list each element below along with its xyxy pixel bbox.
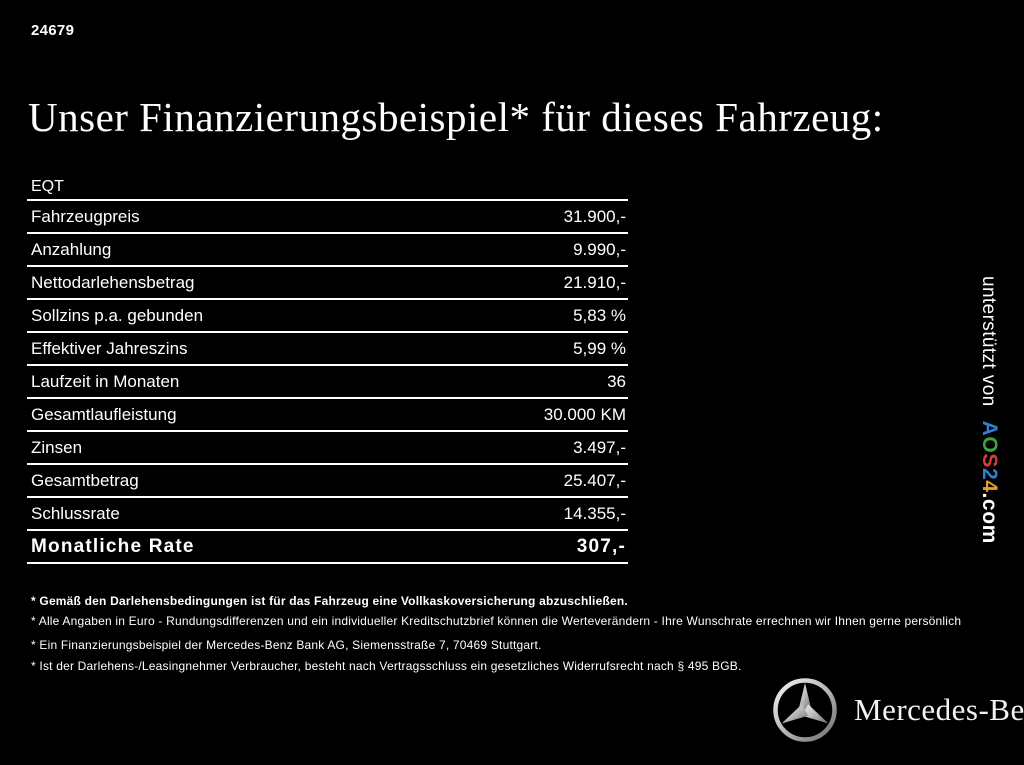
footnote-line: * Gemäß den Darlehensbedingungen ist für… [31,594,628,608]
row-value: 3.497,- [573,437,626,457]
footnote-line: * Ein Finanzierungsbeispiel der Mercedes… [31,638,542,652]
aos24-letter: 4 [978,480,1001,493]
row-value: 5,99 % [573,338,626,358]
row-value: 30.000 KM [543,404,626,424]
footnotes: * Gemäß den Darlehensbedingungen ist für… [31,594,991,680]
table-row: Nettodarlehensbetrag 21.910,- [27,267,628,300]
row-value: 36 [607,371,626,391]
aos24-letter: S [978,453,1001,468]
table-row: Gesamtbetrag 25.407,- [27,465,628,498]
row-label: Fahrzeugpreis [31,206,140,226]
table-row: Sollzins p.a. gebunden 5,83 % [27,300,628,333]
aos24-letter: A [978,420,1001,437]
row-value: 14.355,- [563,503,626,523]
table-row: Laufzeit in Monaten 36 [27,366,628,399]
row-value: 25.407,- [563,470,626,490]
row-value: 5,83 % [573,305,626,325]
mercedes-benz-wordmark: Mercedes-Benz [854,692,1024,727]
row-label: Nettodarlehensbetrag [31,272,195,292]
aos24-letter: 2 [978,467,1001,481]
table-row: Fahrzeugpreis 31.900,- [27,201,628,234]
footnote-line: * Ist der Darlehens-/Leasingnehmer Verbr… [31,659,742,673]
mercedes-star-icon [773,678,837,742]
monthly-rate-label: Monatliche Rate [31,535,195,557]
row-label: Laufzeit in Monaten [31,371,180,391]
mercedes-benz-brand: Mercedes-Benz [772,677,1024,743]
sponsor-credit: unterstützt von AOS24.com [977,276,1001,544]
row-label: Effektiver Jahreszins [31,338,188,358]
row-label: Sollzins p.a. gebunden [31,305,204,325]
row-label: Gesamtbetrag [31,470,139,490]
table-row: Effektiver Jahreszins 5,99 % [27,333,628,366]
row-value: 9.990,- [573,239,626,259]
row-label: Anzahlung [31,239,112,259]
page-title: Unser Finanzierungsbeispiel* für dieses … [28,94,884,141]
row-label: Schlussrate [31,503,120,523]
monthly-rate-row: Monatliche Rate 307,- [27,531,628,564]
listing-number: 24679 [31,22,75,39]
sponsor-prefix-text: unterstützt von [978,276,999,407]
table-row: Zinsen 3.497,- [27,432,628,465]
aos24-logo: AOS24.com [978,421,1001,544]
row-value: 21.910,- [563,272,626,292]
footnote-line: * Alle Angaben in Euro - Rundungsdiffere… [31,614,962,628]
table-row: Anzahlung 9.990,- [27,234,628,267]
row-value: 31.900,- [563,206,626,226]
table-row: Schlussrate 14.355,- [27,498,628,531]
sponsor-suffix-text: .com [978,492,1001,544]
monthly-rate-value: 307,- [576,535,626,557]
table-row: Gesamtlaufleistung 30.000 KM [27,399,628,432]
aos24-letter: O [978,436,1001,454]
finance-table: EQT Fahrzeugpreis 31.900,- Anzahlung 9.9… [27,174,628,564]
row-label: Gesamtlaufleistung [31,404,177,424]
table-model-header: EQT [27,174,628,201]
row-label: Zinsen [31,437,83,457]
